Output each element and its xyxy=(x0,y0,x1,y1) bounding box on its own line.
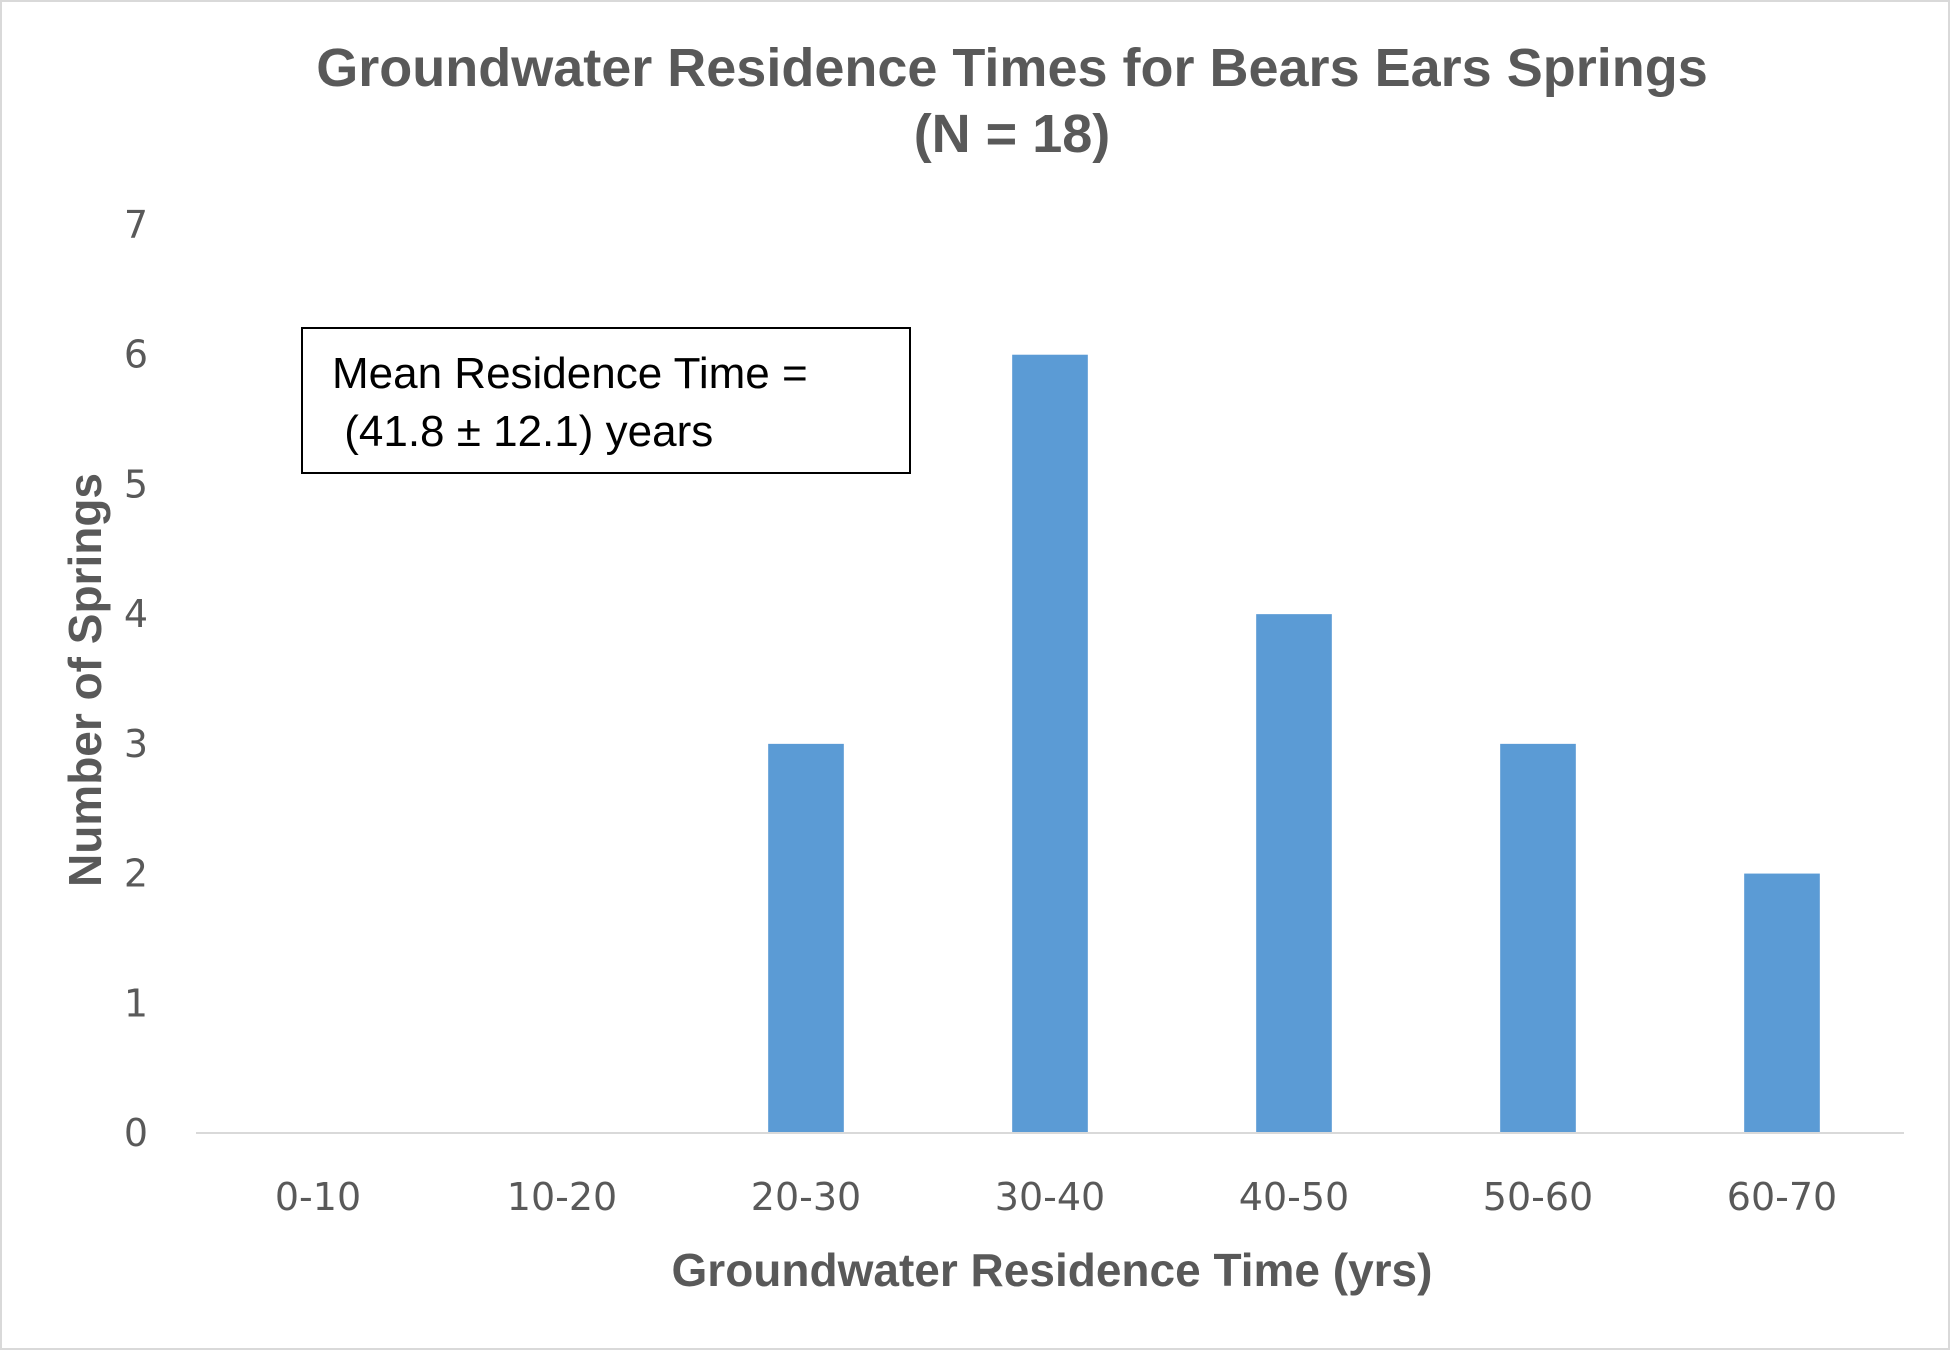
bar-40-50 xyxy=(1256,614,1332,1133)
x-tick-label: 50-60 xyxy=(1483,1175,1593,1219)
x-tick-label: 40-50 xyxy=(1239,1175,1349,1219)
bar-60-70 xyxy=(1744,873,1820,1133)
x-tick-label: 60-70 xyxy=(1727,1175,1837,1219)
y-tick-label: 5 xyxy=(124,462,148,506)
chart-subtitle: (N = 18) xyxy=(914,104,1111,164)
x-tick-label: 30-40 xyxy=(995,1175,1105,1219)
annotation-line-1: Mean Residence Time = xyxy=(332,349,808,398)
y-tick-label: 7 xyxy=(124,203,148,247)
y-tick-label: 6 xyxy=(124,333,148,377)
y-axis-tick-labels: 0 1 2 3 4 5 6 7 xyxy=(124,203,148,1155)
mean-annotation-box: Mean Residence Time = (41.8 ± 12.1) year… xyxy=(301,327,911,474)
y-tick-label: 0 xyxy=(124,1111,148,1155)
x-tick-label: 10-20 xyxy=(507,1175,617,1219)
bar-20-30 xyxy=(768,743,844,1133)
annotation-line-2: (41.8 ± 12.1) years xyxy=(332,407,713,456)
y-tick-label: 3 xyxy=(124,722,148,766)
y-tick-label: 2 xyxy=(124,852,148,896)
y-tick-label: 4 xyxy=(124,592,148,636)
x-tick-label: 20-30 xyxy=(751,1175,861,1219)
x-axis-tick-labels: 0-10 10-20 20-30 30-40 40-50 50-60 60-70 xyxy=(275,1175,1837,1219)
y-tick-label: 1 xyxy=(124,981,148,1025)
chart-title: Groundwater Residence Times for Bears Ea… xyxy=(316,38,1707,98)
x-tick-label: 0-10 xyxy=(275,1175,361,1219)
bar-30-40 xyxy=(1012,354,1088,1133)
y-axis-title: Number of Springs xyxy=(59,473,111,887)
annotation-box-border xyxy=(301,327,911,474)
x-axis-title: Groundwater Residence Time (yrs) xyxy=(672,1244,1433,1296)
bars xyxy=(768,354,1820,1133)
bar-50-60 xyxy=(1500,743,1576,1133)
